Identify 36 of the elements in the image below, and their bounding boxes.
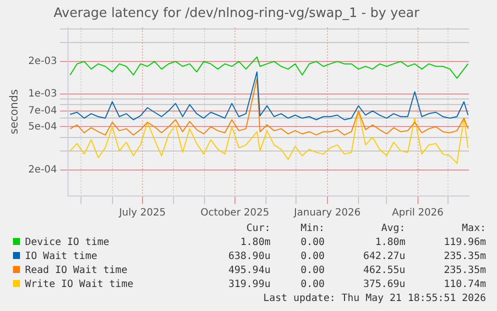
text: 1.80m	[374, 236, 406, 250]
legend-label: Read IO Wait time	[25, 265, 128, 276]
text: Avg:	[380, 222, 406, 236]
text: 1.80m	[239, 236, 272, 250]
text: 235.35m	[442, 250, 487, 264]
text: 0.00	[300, 278, 326, 292]
text: 0.00	[300, 236, 326, 250]
text: 375.69u	[362, 278, 406, 292]
text: 642.27u	[362, 250, 406, 264]
x-tick-label: April 2026	[392, 208, 444, 219]
text: 0.00	[300, 264, 326, 278]
text: 235.35m	[442, 264, 487, 278]
y-tick-label: 1e-03	[28, 88, 58, 100]
y-tick-label: 2e-03	[28, 56, 58, 68]
legend-label: Write IO Wait time	[25, 279, 134, 290]
x-tick-label: July 2025	[118, 208, 166, 219]
text: Max:	[460, 222, 487, 236]
text: 119.96m	[442, 236, 487, 250]
text: 319.99u	[227, 278, 272, 292]
legend-label: IO Wait time	[25, 251, 98, 262]
text: Cur:	[245, 222, 272, 236]
text: Min:	[300, 222, 326, 236]
y-tick-label: 7e-04	[28, 105, 58, 116]
x-tick-label: October 2025	[200, 208, 270, 219]
text: 462.55u	[362, 264, 406, 278]
y-tick-label: 5e-04	[28, 121, 58, 132]
legend-label: Device IO time	[25, 237, 110, 248]
text: Last update: Thu May 21 18:55:51 2026	[262, 292, 487, 306]
x-tick-label: January 2026	[293, 208, 361, 219]
text: 110.74m	[442, 278, 487, 292]
chart-title: Average latency for /dev/nlnog-ring-vg/swap_1 - by year	[54, 6, 420, 22]
y-axis-title: seconds	[7, 89, 20, 134]
y-tick-label: 2e-04	[28, 164, 58, 176]
text: 638.90u	[227, 250, 272, 264]
text: 495.94u	[227, 264, 272, 278]
text: 0.00	[300, 250, 326, 264]
